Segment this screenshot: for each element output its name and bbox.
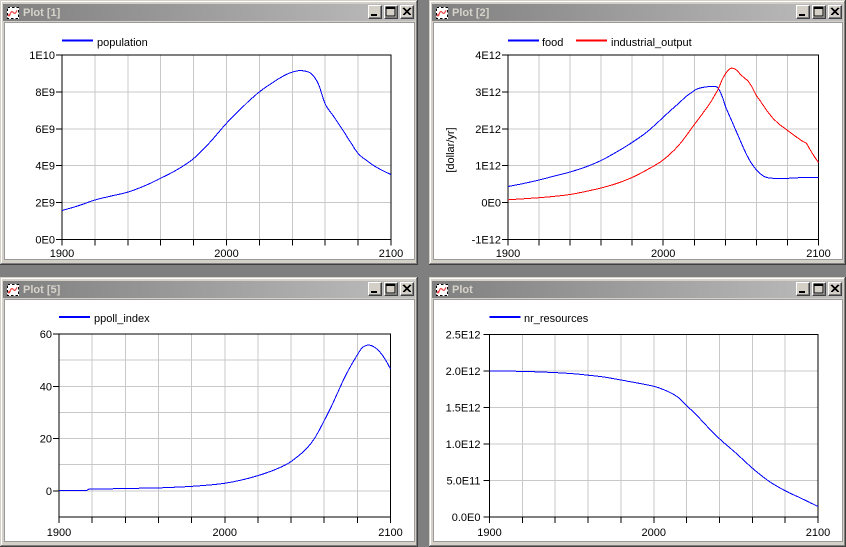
svg-text:Plot [1]: Plot [1] — [23, 7, 61, 19]
svg-text:1900: 1900 — [477, 527, 501, 539]
svg-text:1900: 1900 — [47, 527, 71, 539]
svg-text:population: population — [97, 37, 148, 49]
svg-text:4E12: 4E12 — [475, 50, 501, 62]
svg-text:2000: 2000 — [651, 248, 675, 260]
svg-text:Plot [5]: Plot [5] — [23, 284, 61, 296]
svg-text:8E9: 8E9 — [35, 87, 55, 99]
svg-text:20: 20 — [40, 434, 52, 446]
svg-text:0.0E0: 0.0E0 — [452, 512, 481, 524]
svg-text:2000: 2000 — [642, 527, 666, 539]
svg-text:-1E12: -1E12 — [472, 235, 501, 247]
svg-text:1E10: 1E10 — [29, 50, 55, 62]
svg-text:industrial_output: industrial_output — [611, 37, 692, 49]
svg-text:1900: 1900 — [496, 248, 520, 260]
svg-text:2000: 2000 — [213, 527, 237, 539]
svg-text:2000: 2000 — [214, 248, 238, 260]
svg-text:ppoll_index: ppoll_index — [94, 313, 150, 325]
svg-text:5.0E11: 5.0E11 — [446, 476, 480, 488]
svg-text:Plot [2]: Plot [2] — [452, 7, 490, 19]
svg-text:2E9: 2E9 — [35, 198, 55, 210]
svg-text:0: 0 — [46, 486, 52, 498]
svg-text:Plot: Plot — [452, 284, 473, 296]
svg-text:6E9: 6E9 — [35, 124, 55, 136]
svg-text:40: 40 — [40, 381, 52, 393]
svg-text:2100: 2100 — [378, 527, 402, 539]
svg-text:2.0E12: 2.0E12 — [446, 366, 481, 378]
svg-text:food: food — [542, 37, 563, 49]
svg-text:4E9: 4E9 — [35, 161, 55, 173]
svg-text:2100: 2100 — [806, 248, 830, 260]
svg-text:1.0E12: 1.0E12 — [446, 439, 481, 451]
svg-text:0E0: 0E0 — [35, 235, 55, 247]
svg-text:3E12: 3E12 — [475, 87, 501, 99]
svg-text:1.5E12: 1.5E12 — [446, 403, 481, 415]
svg-text:60: 60 — [40, 329, 52, 341]
svg-text:2100: 2100 — [806, 527, 830, 539]
svg-text:2.5E12: 2.5E12 — [446, 330, 481, 342]
svg-text:2E12: 2E12 — [475, 124, 501, 136]
svg-text:1E12: 1E12 — [475, 161, 501, 173]
svg-text:nr_resources: nr_resources — [524, 313, 589, 325]
svg-text:1900: 1900 — [50, 248, 74, 260]
svg-text:2100: 2100 — [379, 248, 403, 260]
svg-text:0E0: 0E0 — [481, 198, 501, 210]
svg-text:[dollar/yr]: [dollar/yr] — [445, 127, 457, 172]
